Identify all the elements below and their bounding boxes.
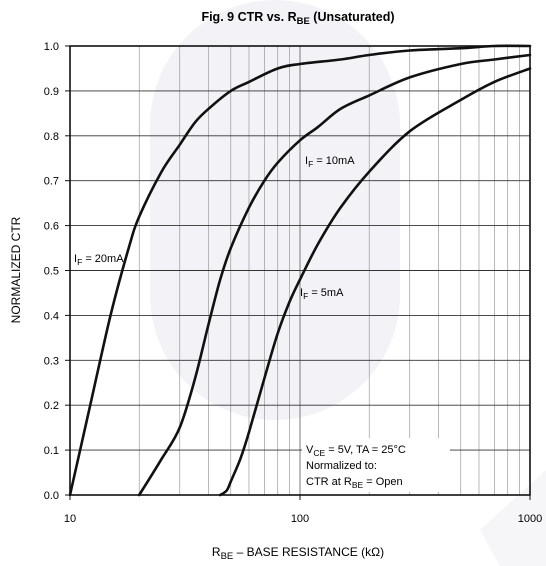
conditions-note: VCE = 5V, TA = 25°C Normalized to: CTR a… <box>302 438 450 492</box>
series-label-5ma: IF = 5mA <box>300 287 344 301</box>
y-tick-label: 0.2 <box>44 400 59 412</box>
svg-text:CTR at RBE = Open: CTR at RBE = Open <box>306 476 403 490</box>
y-tick-label: 0.0 <box>44 490 59 502</box>
y-tick-label: 0.1 <box>44 445 59 457</box>
y-tick-label: 0.7 <box>44 176 59 188</box>
y-axis-label: NORMALIZED CTR <box>9 216 23 323</box>
series-line-20ma <box>68 44 532 497</box>
series-label-20ma: IF = 20mA <box>74 253 124 267</box>
series-label-10ma: IF = 10mA <box>305 155 355 169</box>
y-tick-label: 0.6 <box>44 221 59 233</box>
y-tick-label: 0.5 <box>44 266 59 278</box>
y-tick-label: 0.3 <box>44 355 59 367</box>
ticks: 0.0 0.1 0.2 0.3 0.4 0.5 0.6 0.7 0.8 0.9 1.0 10 100 10… <box>44 41 543 525</box>
y-tick-label: 1.0 <box>44 41 59 53</box>
series-group <box>68 44 532 497</box>
x-tick-label: 1000 <box>518 513 542 525</box>
x-tick-label: 10 <box>64 513 76 525</box>
y-tick-label: 0.4 <box>44 310 59 322</box>
svg-text:VCE = 5V, TA = 25°C: VCE = 5V, TA = 25°C <box>306 444 406 458</box>
x-tick-label: 100 <box>291 513 309 525</box>
y-tick-label: 0.8 <box>44 131 59 143</box>
series-line-10ma <box>137 53 532 497</box>
grid <box>70 46 530 495</box>
svg-text:Normalized to:: Normalized to: <box>306 460 377 472</box>
plot-frame <box>69 45 531 496</box>
y-tick-label: 0.9 <box>44 86 59 98</box>
x-axis-label: RBE – BASE RESISTANCE (kΩ) <box>212 545 384 562</box>
chart-title: Fig. 9 CTR vs. RBE (Unsaturated) <box>201 10 394 27</box>
series-line-5ma <box>218 67 532 497</box>
